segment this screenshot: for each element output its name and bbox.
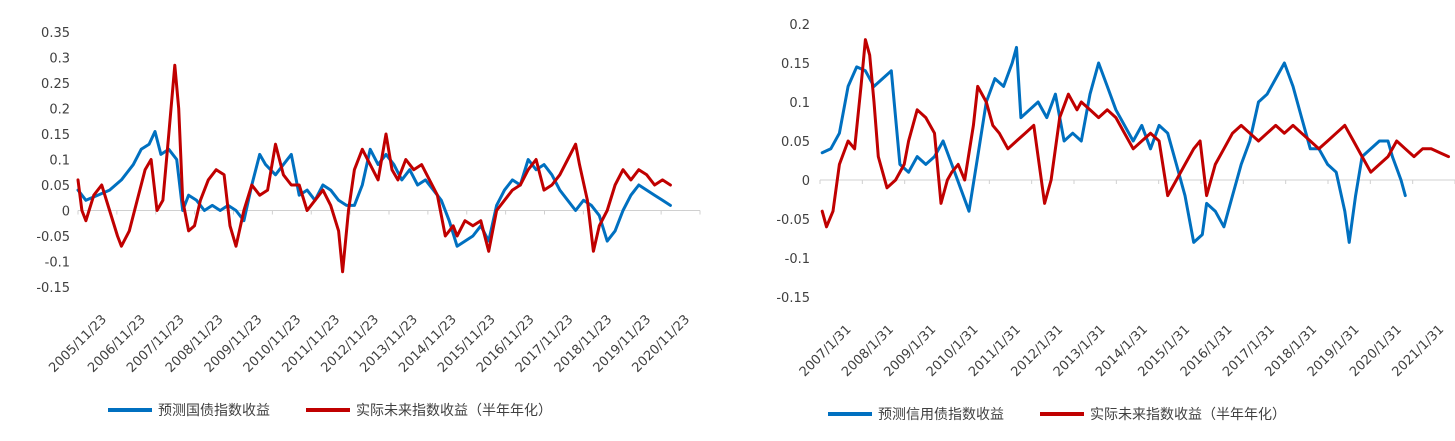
legend-item-series-1: 预测国债指数收益 <box>108 400 270 420</box>
y-tick-label: -0.05 <box>776 213 810 228</box>
left-line-chart: 0.35 0.3 0.25 0.2 0.15 0.1 0.05 0 -0.05 -0.1 -0.15… <box>36 26 701 376</box>
legend-swatch-red <box>306 408 350 412</box>
y-tick-label: -0.15 <box>776 291 810 306</box>
y-tick-label: -0.1 <box>45 256 70 271</box>
left-chart-panel: 0.35 0.3 0.25 0.2 0.15 0.1 0.05 0 -0.05 -0.1 -0.15… <box>0 0 720 441</box>
y-tick-label: 0.1 <box>789 96 810 111</box>
legend-item-series-1: 预测信用债指数收益 <box>828 404 1004 424</box>
y-tick-label: -0.1 <box>785 252 810 267</box>
right-line-chart: 0.20.150.10.050-0.05-0.1-0.152007/1/3120… <box>776 18 1455 380</box>
y-tick-label: 0.25 <box>41 77 70 92</box>
legend-label: 预测国债指数收益 <box>158 403 270 419</box>
right-chart-panel: 0.2 0.15 0.1 0.05 0 -0.05 -0.1 -0.15 2007/1/31 20… <box>728 0 1455 441</box>
y-tick-label: -0.15 <box>36 281 70 296</box>
series-line-1 <box>820 45 1407 244</box>
series-line-2 <box>820 38 1450 229</box>
legend-label: 实际未来指数收益（半年年化） <box>356 403 552 419</box>
y-tick-label: 0.1 <box>49 154 70 169</box>
series-line-2 <box>76 63 672 274</box>
y-tick-label: 0.15 <box>41 128 70 143</box>
y-tick-label: 0 <box>62 205 70 220</box>
y-tick-label: 0.2 <box>789 18 810 33</box>
y-tick-label: 0.35 <box>41 26 70 41</box>
y-tick-label: 0 <box>802 174 810 189</box>
y-tick-label: -0.05 <box>36 230 70 245</box>
legend-item-series-2: 实际未来指数收益（半年年化） <box>306 400 552 420</box>
legend-item-series-2: 实际未来指数收益（半年年化） <box>1040 404 1286 424</box>
left-chart-legend: 预测国债指数收益 实际未来指数收益（半年年化） <box>108 400 588 420</box>
y-tick-label: 0.3 <box>49 52 70 67</box>
legend-label: 预测信用债指数收益 <box>878 407 1004 423</box>
legend-swatch-blue <box>108 408 152 412</box>
y-tick-label: 0.05 <box>781 135 810 150</box>
legend-swatch-blue <box>828 412 872 416</box>
legend-swatch-red <box>1040 412 1084 416</box>
legend-label: 实际未来指数收益（半年年化） <box>1090 407 1286 423</box>
y-tick-label: 0.05 <box>41 179 70 194</box>
right-chart-legend: 预测信用债指数收益 实际未来指数收益（半年年化） <box>828 404 1322 424</box>
y-tick-label: 0.15 <box>781 57 810 72</box>
y-tick-label: 0.2 <box>49 103 70 118</box>
